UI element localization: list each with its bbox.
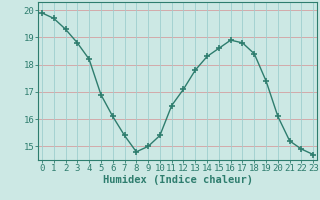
X-axis label: Humidex (Indice chaleur): Humidex (Indice chaleur) (103, 175, 252, 185)
